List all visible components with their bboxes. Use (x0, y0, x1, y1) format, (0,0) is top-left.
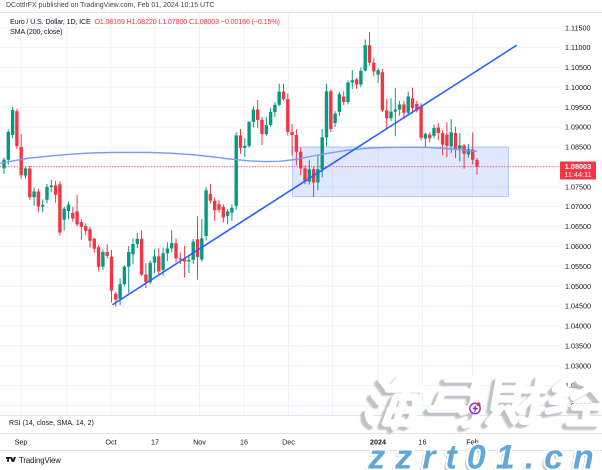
svg-text:1.08500: 1.08500 (565, 143, 591, 152)
svg-text:1.10000: 1.10000 (565, 83, 591, 92)
svg-text:1.09500: 1.09500 (565, 103, 591, 112)
svg-text:1.07500: 1.07500 (565, 182, 591, 191)
svg-text:1.03000: 1.03000 (565, 361, 591, 370)
svg-text:Feb: Feb (466, 438, 478, 447)
svg-text:1.09000: 1.09000 (565, 123, 591, 132)
svg-text:17: 17 (151, 438, 159, 447)
svg-text:1.08003: 1.08003 (565, 162, 591, 171)
svg-text:1.10500: 1.10500 (565, 63, 591, 72)
svg-text:1.11500: 1.11500 (565, 23, 590, 32)
svg-text:11:44:11: 11:44:11 (564, 170, 591, 179)
svg-text:1.11000: 1.11000 (565, 43, 590, 52)
svg-text:2024: 2024 (370, 438, 386, 447)
svg-text:Nov: Nov (193, 438, 206, 447)
svg-text:1.06500: 1.06500 (565, 222, 591, 231)
svg-text:1.05000: 1.05000 (565, 282, 591, 291)
svg-text:1.07000: 1.07000 (565, 202, 591, 211)
svg-text:Sep: Sep (15, 438, 28, 447)
svg-text:1.04500: 1.04500 (565, 302, 591, 311)
svg-text:1.06000: 1.06000 (565, 242, 591, 251)
svg-text:Oct: Oct (105, 438, 116, 447)
svg-text:zzrt01.cn: zzrt01.cn (367, 439, 602, 470)
svg-text:1.03500: 1.03500 (565, 341, 591, 350)
svg-text:Dec: Dec (282, 438, 295, 447)
svg-text:1.05500: 1.05500 (565, 262, 591, 271)
svg-text:zzrt01.cn: zzrt01.cn (364, 441, 601, 470)
svg-text:16: 16 (240, 438, 248, 447)
svg-text:zzrt01.cn: zzrt01.cn (367, 439, 602, 470)
svg-text:16: 16 (419, 438, 427, 447)
svg-text:1.04000: 1.04000 (565, 322, 591, 331)
